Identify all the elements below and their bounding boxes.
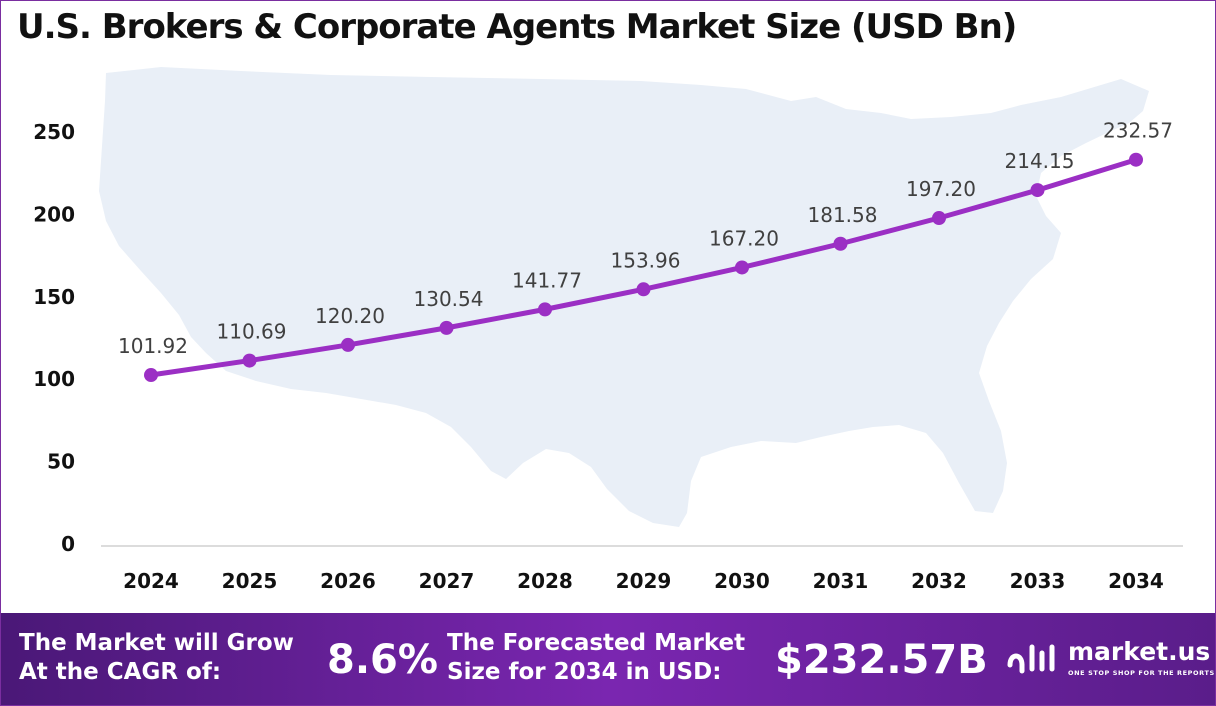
data-label: 130.54: [414, 287, 484, 311]
brand-tagline: ONE STOP SHOP FOR THE REPORTS: [1068, 669, 1215, 677]
y-tick-label: 250: [33, 120, 75, 144]
data-label: 232.57: [1103, 119, 1173, 143]
x-tick-label: 2032: [911, 569, 967, 593]
usa-map-shape: [99, 67, 1149, 527]
x-tick-label: 2027: [419, 569, 475, 593]
x-tick-label: 2025: [222, 569, 278, 593]
chart-axes: 0 50 100 150 200 250 2024 2025 2026 2027 2028 2029 2…: [33, 120, 1183, 593]
y-tick-label: 150: [33, 285, 75, 309]
market-us-logo-icon: [1007, 644, 1055, 674]
data-point: [735, 260, 749, 275]
x-tick-label: 2030: [714, 569, 770, 593]
data-label: 214.15: [1005, 149, 1075, 173]
y-tick-label: 100: [33, 367, 75, 391]
forecast-label-line1: The Forecasted Market: [447, 630, 746, 656]
chart-title: U.S. Brokers & Corporate Agents Market S…: [17, 7, 1017, 47]
data-label: 110.69: [217, 320, 287, 344]
forecast-value: $232.57B: [775, 637, 988, 683]
data-label: 120.20: [315, 304, 385, 328]
y-tick-label: 0: [61, 532, 75, 556]
x-tick-label: 2033: [1010, 569, 1066, 593]
cagr-label: The Market will Grow At the CAGR of:: [19, 629, 294, 687]
usa-map-silhouette: [99, 67, 1149, 527]
data-point: [144, 368, 158, 383]
data-label: 141.77: [512, 268, 582, 292]
y-tick-label: 50: [47, 450, 75, 474]
data-point: [833, 236, 848, 251]
cagr-label-line1: The Market will Grow: [19, 630, 294, 656]
x-tick-label: 2026: [320, 569, 376, 593]
x-tick-label: 2024: [123, 569, 179, 593]
data-point: [538, 302, 552, 317]
footer-banner: The Market will Grow At the CAGR of: 8.6…: [1, 613, 1215, 705]
line-chart: 0 50 100 150 200 250 2024 2025 2026 2027 2028 2029 2…: [33, 67, 1183, 593]
data-label: 153.96: [611, 248, 681, 272]
data-label: 181.58: [808, 203, 878, 227]
y-tick-label: 200: [33, 202, 75, 226]
data-point: [636, 282, 651, 297]
data-point: [1030, 183, 1045, 198]
cagr-label-line2: At the CAGR of:: [19, 659, 222, 685]
market-us-brand: market.us ONE STOP SHOP FOR THE REPORTS: [1006, 635, 1214, 685]
chart-series: 101.92 110.69 120.20 130.54 141.77 153.96 167.…: [118, 119, 1173, 383]
data-point: [439, 320, 454, 335]
brand-name: market.us: [1068, 637, 1211, 666]
x-tick-label: 2031: [813, 569, 869, 593]
data-point: [341, 337, 355, 352]
data-point: [242, 353, 257, 368]
data-point: [1129, 152, 1143, 167]
forecast-label: The Forecasted Market Size for 2034 in U…: [447, 629, 745, 687]
data-label: 197.20: [906, 177, 976, 201]
cagr-value: 8.6%: [327, 637, 438, 683]
x-tick-label: 2029: [616, 569, 672, 593]
data-point: [932, 211, 946, 226]
data-label: 101.92: [118, 334, 188, 358]
data-label: 167.20: [709, 226, 779, 250]
forecast-label-line2: Size for 2034 in USD:: [447, 659, 722, 685]
x-tick-label: 2034: [1108, 569, 1164, 593]
x-tick-label: 2028: [517, 569, 573, 593]
